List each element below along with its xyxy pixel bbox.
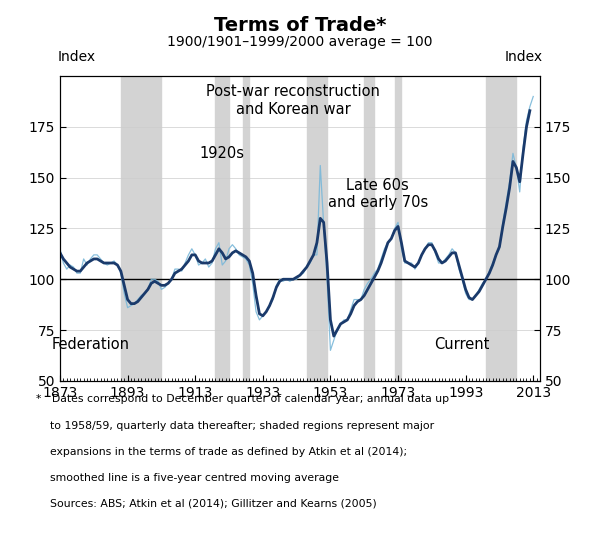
Bar [486,76,517,381]
Bar [215,76,229,381]
Text: Terms of Trade*: Terms of Trade* [214,16,386,35]
Text: smoothed line is a five-year centred moving average: smoothed line is a five-year centred mov… [36,473,339,483]
Text: Index: Index [504,50,542,64]
Text: 1900/1901–1999/2000 average = 100: 1900/1901–1999/2000 average = 100 [167,35,433,50]
Bar [364,76,374,381]
Bar [307,76,327,381]
Text: Sources: ABS; Atkin et al (2014); Gillitzer and Kearns (2005): Sources: ABS; Atkin et al (2014); Gillit… [36,499,377,509]
Text: Post-war reconstruction
and Korean war: Post-war reconstruction and Korean war [206,84,380,117]
Text: expansions in the terms of trade as defined by Atkin et al (2014);: expansions in the terms of trade as defi… [36,447,407,456]
Text: *   Dates correspond to December quarter of calendar year; annual data up: * Dates correspond to December quarter o… [36,394,449,404]
Text: to 1958/59, quarterly data thereafter; shaded regions represent major: to 1958/59, quarterly data thereafter; s… [36,421,434,430]
Text: 1920s: 1920s [200,146,245,161]
Bar [121,76,161,381]
Text: Late 60s
and early 70s: Late 60s and early 70s [328,178,428,210]
Bar [242,76,249,381]
Text: Current: Current [434,337,490,352]
Text: Federation: Federation [52,337,130,352]
Text: Index: Index [58,50,96,64]
Bar [395,76,401,381]
